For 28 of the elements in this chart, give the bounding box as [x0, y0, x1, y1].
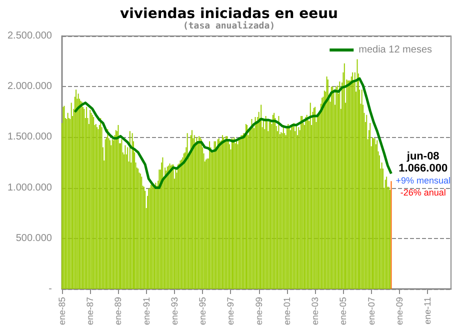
- x-tick-label: ene-99: [254, 296, 264, 326]
- x-tick-label: ene-93: [169, 296, 180, 326]
- y-tick-label: 1.000.000: [8, 182, 52, 194]
- x-tick-label: ene-89: [113, 296, 124, 326]
- x-tick-label: ene-09: [394, 296, 404, 326]
- chart-subtitle: (tasa anualizada): [182, 20, 276, 32]
- x-tick-label: ene-05: [338, 296, 348, 326]
- x-tick-label: ene-95: [198, 296, 208, 326]
- annotation: +9% mensual: [396, 176, 451, 186]
- x-tick-label: ene-87: [85, 296, 96, 326]
- annotation: -26% anual: [400, 188, 446, 198]
- y-tick-label: 2.000.000: [8, 81, 52, 92]
- x-tick-label: ene-85: [57, 296, 67, 326]
- y-tick-label: -: [48, 283, 52, 294]
- annotation: jun-08: [406, 150, 440, 163]
- annotation: 1.066.000: [398, 162, 448, 175]
- chart-title: viviendas iniciadas en eeuu: [120, 6, 338, 22]
- x-tick-label: ene-97: [226, 296, 236, 326]
- y-tick-label: 1.500.000: [8, 132, 52, 143]
- y-tick-label: 2.500.000: [8, 30, 52, 42]
- x-tick-label: ene-03: [310, 296, 320, 326]
- line-series: [74, 77, 392, 190]
- legend-label: media 12 meses: [358, 44, 432, 56]
- x-tick-label: ene-01: [282, 296, 292, 326]
- x-tick-label: ene-07: [366, 296, 376, 326]
- x-tick-label: ene-11: [422, 296, 433, 324]
- x-tick-label: ene-91: [141, 296, 152, 326]
- y-tick-label: 500.000: [16, 232, 52, 244]
